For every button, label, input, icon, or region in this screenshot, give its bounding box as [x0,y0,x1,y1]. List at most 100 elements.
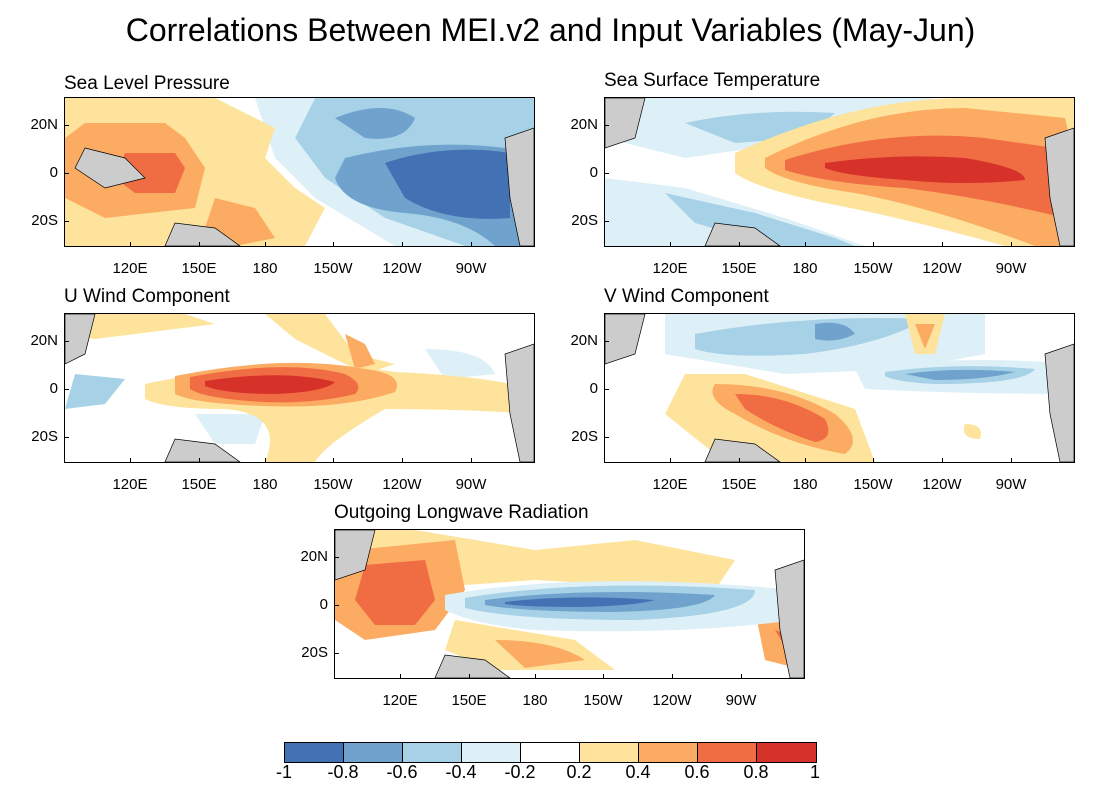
colorbar-segment [344,743,403,762]
panel-title-uwnd: U Wind Component [64,286,230,307]
lon-tick-label: 180 [792,476,818,493]
lon-tick [265,458,266,463]
lon-tick-label: 120E [652,260,688,277]
colorbar-tick-label: 0.4 [625,762,651,782]
colorbar-tick-label: -0.8 [327,762,359,782]
lat-tick-label: 20N [30,116,58,133]
lon-tick [672,674,673,679]
colorbar-tick-label: -0.6 [386,762,418,782]
lat-tick-label: 20S [571,428,598,445]
lon-tick-label: 150E [721,260,757,277]
panel-title-vwnd: V Wind Component [604,286,769,307]
lon-tick-label: 90W [455,476,487,493]
lon-tick-label: 120W [652,692,692,709]
olr-field [335,530,804,678]
lon-tick-label: 120W [382,260,422,277]
lon-tick [469,674,470,679]
lon-tick [603,674,604,679]
lon-tick-label: 150E [181,260,217,277]
colorbar-segment [285,743,344,762]
lon-tick-label: 150W [583,692,623,709]
lon-tick [942,458,943,463]
lat-tick-label: 20S [301,644,328,661]
lon-tick [402,458,403,463]
map-sst [604,97,1075,247]
lon-tick [333,242,334,247]
vwnd-field [605,314,1074,462]
colorbar-segment [521,743,580,762]
panel-title-sst: Sea Surface Temperature [604,70,821,91]
map-uwnd [64,313,535,463]
lon-tick [265,242,266,247]
colorbar-segment [462,743,521,762]
lat-tick-label: 20N [30,332,58,349]
lon-tick [402,242,403,247]
colorbar-tick-label: 1 [809,762,820,782]
map-vwnd [604,313,1075,463]
lon-tick [805,458,806,463]
lon-tick [739,242,740,247]
lon-tick-label: 150W [853,260,893,277]
lon-tick-label: 120E [112,260,148,277]
lon-tick [400,674,401,679]
map-slp [64,97,535,247]
lon-tick [739,458,740,463]
lat-tick-label: 20S [571,212,598,229]
lat-tick-label: 20N [570,332,598,349]
lat-tick [604,221,609,222]
lat-tick [64,173,69,174]
colorbar-tick-label: 0.2 [566,762,592,782]
lon-tick-label: 120W [922,260,962,277]
lat-tick [604,389,609,390]
lon-tick-label: 120E [112,476,148,493]
colorbar-segment [403,743,462,762]
lon-tick-label: 180 [522,692,548,709]
lon-tick-label: 150W [313,260,353,277]
lat-tick [604,173,609,174]
lat-tick [334,605,339,606]
colorbar-tick-label: 0.8 [743,762,769,782]
lon-tick-label: 150W [853,476,893,493]
panel-title-slp: Sea Level Pressure [64,73,230,94]
lat-tick-label: 0 [49,380,58,397]
lon-tick [199,458,200,463]
lon-tick [199,242,200,247]
lon-tick-label: 120W [922,476,962,493]
lon-tick [741,674,742,679]
lat-tick-label: 20S [31,428,58,445]
figure-title: Correlations Between MEI.v2 and Input Va… [125,12,976,48]
colorbar-segment [698,743,757,762]
lon-tick [471,458,472,463]
colorbar [284,742,817,763]
lon-tick-label: 90W [995,260,1027,277]
lon-tick-label: 90W [455,260,487,277]
lon-tick-label: 150E [721,476,757,493]
lon-tick-label: 180 [252,476,278,493]
lat-tick-label: 20N [570,116,598,133]
lon-tick-label: 180 [252,260,278,277]
colorbar-tick-label: -0.4 [445,762,477,782]
colorbar-tick-label: -1 [275,762,292,782]
lon-tick [535,674,536,679]
colorbar-segment [757,743,816,762]
lon-tick [805,242,806,247]
colorbar-segment [580,743,639,762]
lon-tick-label: 150E [181,476,217,493]
lat-tick-label: 20S [31,212,58,229]
lat-tick [64,389,69,390]
colorbar-segment [639,743,698,762]
lat-tick-label: 0 [589,164,598,181]
lat-tick [64,437,69,438]
lon-tick-label: 90W [995,476,1027,493]
lon-tick-label: 180 [792,260,818,277]
lon-tick-label: 90W [725,692,757,709]
lon-tick-label: 120E [382,692,418,709]
lat-tick-label: 0 [49,164,58,181]
lat-tick-label: 20N [300,548,328,565]
lat-tick [334,557,339,558]
lon-tick [942,242,943,247]
slp-field [65,98,534,246]
lat-tick [64,341,69,342]
lon-tick [333,458,334,463]
lon-tick-label: 120E [652,476,688,493]
